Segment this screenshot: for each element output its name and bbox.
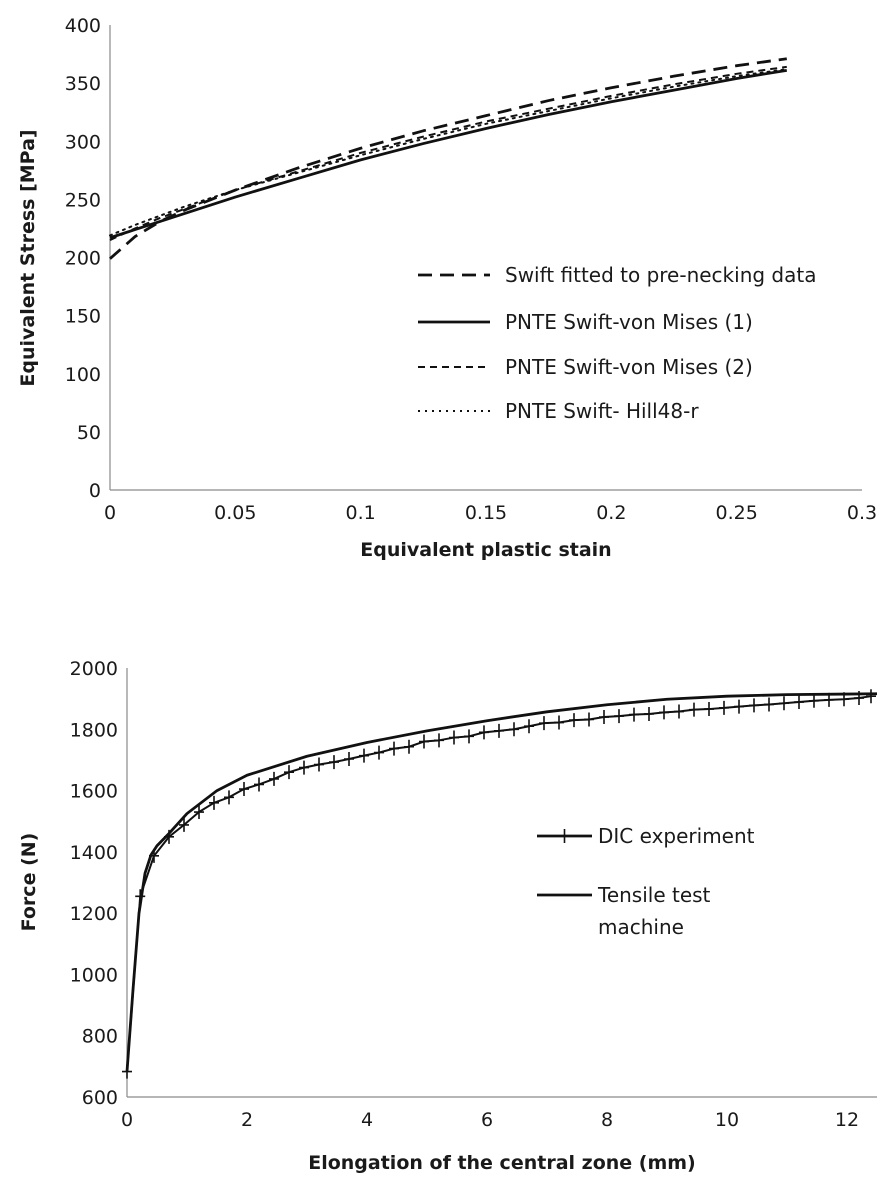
data-point-marker — [299, 760, 309, 775]
y-tick-label: 800 — [82, 1026, 118, 1048]
y-axis-title: Equivalent Stress [MPa] — [17, 129, 39, 386]
data-point-marker — [689, 702, 699, 717]
data-point-marker — [866, 689, 876, 704]
data-point-marker — [194, 805, 204, 820]
data-point-marker — [359, 748, 369, 763]
data-point-marker — [734, 699, 744, 714]
y-tick-label: 300 — [65, 131, 101, 153]
y-tick-label: 1800 — [70, 719, 118, 741]
legend-label: DIC experiment — [598, 824, 755, 848]
x-tick-label: 0.05 — [214, 502, 256, 524]
x-tick-label: 6 — [481, 1109, 493, 1131]
data-point-marker — [464, 729, 474, 744]
legend-label: PNTE Swift-von Mises (2) — [505, 355, 753, 379]
data-point-marker — [329, 755, 339, 770]
data-point-marker — [284, 765, 294, 780]
legend-label: Swift fitted to pre-necking data — [505, 263, 816, 287]
data-point-marker — [749, 698, 759, 713]
legend-label: PNTE Swift- Hill48-r — [505, 399, 699, 423]
x-axis-title: Elongation of the central zone (mm) — [308, 1152, 696, 1174]
data-point-marker — [539, 716, 549, 731]
series-line-pnte-swift-von-mises-1 — [109, 68, 788, 240]
y-axis-title: Force (N) — [18, 833, 40, 932]
x-tick-label: 0.3 — [847, 502, 877, 524]
data-point-marker — [674, 704, 684, 719]
data-point-marker — [389, 741, 399, 756]
data-point-marker — [524, 719, 534, 734]
data-point-marker — [614, 709, 624, 724]
x-tick-label: 0.15 — [465, 502, 507, 524]
data-point-marker — [269, 771, 279, 786]
legend-label-line: machine — [598, 915, 684, 939]
data-point-marker — [779, 696, 789, 711]
data-point-marker — [239, 782, 249, 797]
x-tick-label: 0.2 — [596, 502, 626, 524]
data-point-marker — [404, 739, 414, 754]
series-line-tensile-test-machine — [125, 692, 878, 1072]
series-line-dic-experiment — [126, 695, 872, 1072]
force-elongation-chart: 600 800 1000 1200 1400 1600 1800 2000 0 2 4 6 8 10 12 E… — [18, 658, 878, 1174]
legend-label-line: Tensile test — [597, 883, 711, 907]
x-tick-label: 0.25 — [716, 502, 758, 524]
y-tick-label: 200 — [65, 248, 101, 270]
stress-strain-chart: 0 50 100 150 200 250 300 350 400 0 0.05 0.1 0.15 0.2 0… — [17, 15, 877, 561]
data-point-marker — [644, 706, 654, 721]
data-point-marker — [449, 730, 459, 745]
data-point-marker — [224, 790, 234, 805]
data-point-marker — [179, 817, 189, 832]
data-point-marker — [569, 713, 579, 728]
y-tick-label: 100 — [65, 364, 101, 386]
y-tick-label: 1400 — [70, 842, 118, 864]
data-point-marker — [584, 712, 594, 727]
x-tick-label: 8 — [601, 1109, 613, 1131]
x-tick-label: 0.1 — [346, 502, 376, 524]
data-point-marker — [599, 710, 609, 725]
data-point-marker — [314, 757, 324, 772]
legend-label: Tensile test machine — [597, 883, 711, 939]
legend-label: PNTE Swift-von Mises (1) — [505, 310, 753, 334]
y-tick-label: 250 — [65, 189, 101, 211]
series-line-pnte-swift-hill48-r — [109, 68, 788, 237]
x-tick-label: 0 — [104, 502, 116, 524]
data-point-marker — [764, 697, 774, 712]
data-point-marker — [494, 723, 504, 738]
data-point-marker — [374, 745, 384, 760]
series-line-pnte-swift-von-mises-2 — [109, 65, 787, 241]
y-tick-label: 1200 — [70, 903, 118, 925]
data-point-marker — [209, 795, 219, 810]
y-tick-label: 1600 — [70, 781, 118, 803]
x-axis-title: Equivalent plastic stain — [360, 539, 611, 561]
y-tick-label: 50 — [77, 422, 101, 444]
data-point-marker — [254, 777, 264, 792]
y-tick-label: 0 — [89, 480, 101, 502]
y-tick-label: 2000 — [70, 658, 118, 680]
x-tick-label: 10 — [715, 1109, 739, 1131]
x-tick-label: 12 — [835, 1109, 859, 1131]
data-point-marker — [419, 734, 429, 749]
data-point-marker — [509, 722, 519, 737]
data-point-marker — [704, 702, 714, 717]
data-point-marker — [809, 693, 819, 708]
y-tick-label: 400 — [65, 15, 101, 37]
data-point-marker — [719, 700, 729, 715]
data-point-marker — [554, 715, 564, 730]
data-point-marker — [794, 695, 804, 710]
data-point-marker — [659, 705, 669, 720]
y-tick-label: 350 — [65, 73, 101, 95]
x-tick-label: 0 — [121, 1109, 133, 1131]
data-point-marker — [479, 725, 489, 740]
y-tick-label: 600 — [82, 1087, 118, 1109]
data-point-marker — [629, 707, 639, 722]
x-tick-label: 4 — [361, 1109, 373, 1131]
y-tick-label: 150 — [65, 306, 101, 328]
x-tick-label: 2 — [241, 1109, 253, 1131]
data-point-marker — [344, 752, 354, 767]
y-tick-label: 1000 — [70, 964, 118, 986]
data-point-marker — [434, 733, 444, 748]
